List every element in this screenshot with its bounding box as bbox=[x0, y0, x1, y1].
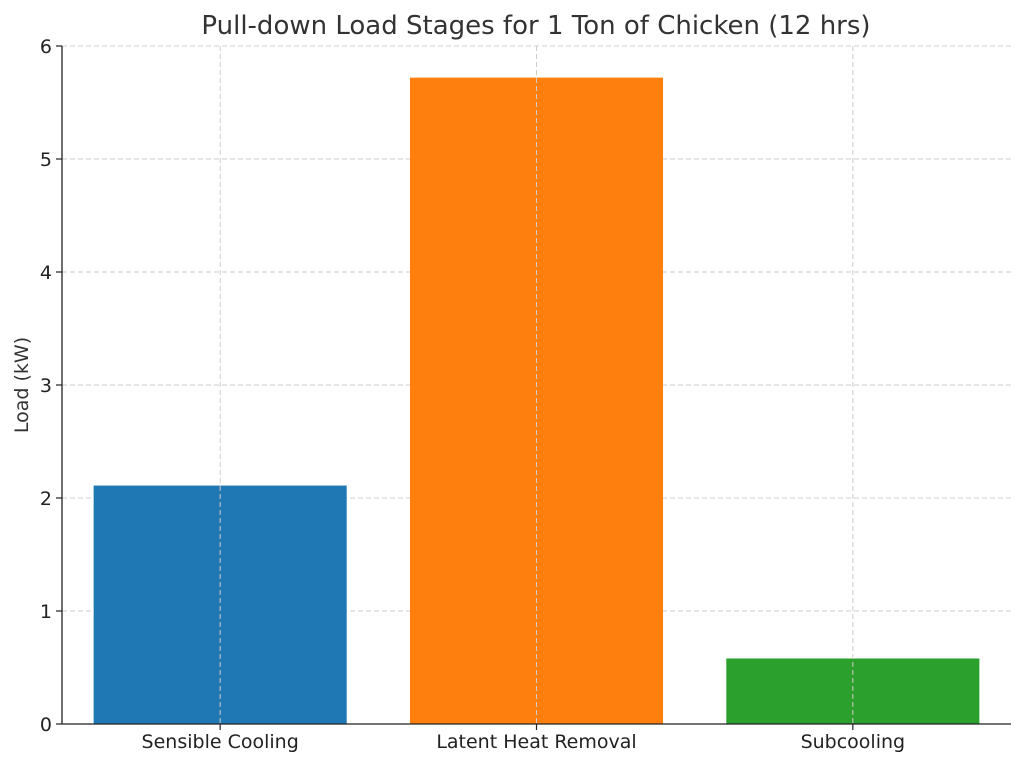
y-tick-label: 5 bbox=[40, 149, 52, 171]
y-tick-label: 4 bbox=[40, 262, 52, 284]
chart-title: Pull-down Load Stages for 1 Ton of Chick… bbox=[201, 11, 870, 41]
y-tick-label: 0 bbox=[40, 714, 52, 736]
y-axis-label: Load (kW) bbox=[11, 337, 33, 433]
y-tick-label: 1 bbox=[40, 601, 52, 623]
bar-sensible-cooling bbox=[93, 485, 347, 724]
x-ticks: Sensible Cooling Latent Heat Removal Subco… bbox=[142, 724, 906, 753]
x-tick-label: Subcooling bbox=[801, 731, 906, 753]
x-tick-label: Latent Heat Removal bbox=[436, 731, 636, 753]
y-tick-label: 3 bbox=[40, 375, 52, 397]
y-tick-label: 6 bbox=[40, 36, 52, 58]
y-tick-label: 2 bbox=[40, 488, 52, 510]
bars bbox=[93, 46, 980, 724]
y-ticks: 0 1 2 3 4 5 6 bbox=[40, 36, 62, 736]
x-tick-label: Sensible Cooling bbox=[142, 731, 299, 753]
